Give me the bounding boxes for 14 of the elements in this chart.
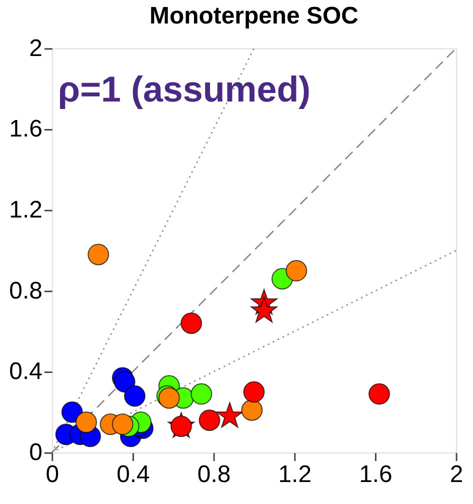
y-tick-label: 0.8 [9, 277, 42, 304]
y-tick-label: 0.4 [9, 358, 42, 386]
y-tick-label: 1.2 [9, 196, 42, 224]
x-tick-label: 1.2 [278, 461, 312, 488]
x-tick-label: 0.8 [197, 461, 231, 488]
annotation: ρ=1 (assumed) [58, 68, 311, 110]
y-tick-label: 1.6 [9, 116, 42, 143]
x-tick-label: 0.4 [116, 461, 150, 488]
x-tick-label: 1.6 [359, 461, 392, 488]
chart-title: Monoterpene SOC [150, 2, 358, 30]
y-tick-label: 2 [29, 34, 42, 62]
x-tick-label: 0 [46, 461, 60, 488]
x-tick-label: 2 [450, 461, 464, 488]
y-tick-label: 0 [29, 439, 42, 466]
